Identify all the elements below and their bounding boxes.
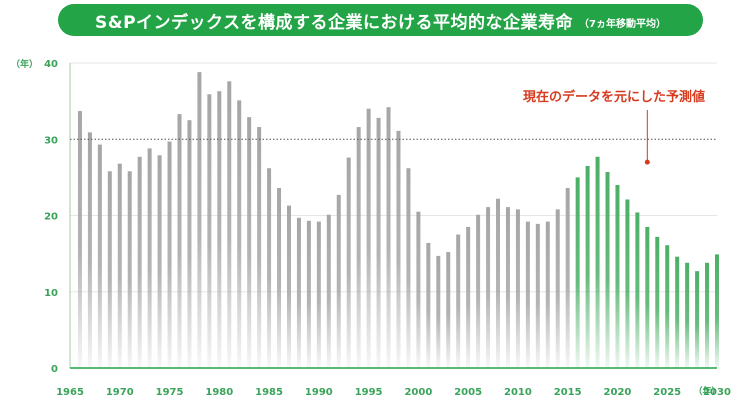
bar [476,214,481,368]
bar [565,188,570,368]
bar [466,226,471,368]
x-tick-label: 1995 [355,387,383,398]
x-tick-label: 2025 [653,387,681,398]
forecast-bar [675,256,680,368]
x-tick-label: 1975 [156,387,184,398]
bar [127,171,132,368]
bar [77,111,82,368]
bar [217,91,222,369]
bar [157,155,162,368]
forecast-bar [665,245,670,368]
y-tick-label: 0 [51,364,58,375]
x-axis-unit: （年） [693,385,720,397]
bar [137,156,142,368]
bar [376,117,381,369]
x-tick-label: 1965 [56,387,84,398]
annotation-dot [644,159,650,165]
x-tick-label: 2000 [404,387,432,398]
forecast-bar [625,199,630,368]
x-tick-label: 2015 [554,387,582,398]
forecast-bar [705,262,710,368]
bar [336,194,341,368]
x-tick-label: 2020 [604,387,632,398]
bar [555,209,560,368]
bar [525,221,530,368]
annotation-label: 現在のデータを元にした予測値 [523,89,705,105]
bar [456,234,461,368]
bar [147,148,152,368]
forecast-bar [595,156,600,368]
bar [446,252,451,368]
bar [296,217,301,368]
bar [326,214,331,368]
chart-subtitle: （7ヵ年移動平均） [579,18,666,30]
y-tick-label: 30 [44,135,58,146]
x-tick-label: 1990 [305,387,333,398]
bar [396,130,401,368]
forecast-bar [715,254,719,368]
bar [515,209,520,368]
forecast-bar [655,236,660,368]
chart-title: S&Pインデックスを構成する企業における平均的な企業寿命 [95,12,574,33]
bar [286,205,291,368]
bar [406,168,411,368]
y-tick-label: 10 [44,288,58,299]
forecast-bar [685,262,690,368]
bar [247,117,252,368]
bar [97,144,102,368]
bar [486,207,491,368]
bar [117,163,122,368]
forecast-bar [635,212,640,368]
bar [316,221,321,368]
bar [426,242,431,368]
bar [545,221,550,368]
bar [227,81,232,369]
x-tick-label: 2005 [454,387,482,398]
bar [167,141,172,368]
bar [505,207,510,368]
bar [306,220,311,368]
bar [267,168,272,368]
forecast-bar [615,185,620,368]
bar [177,114,182,369]
forecast-bar [695,271,700,368]
bar [386,107,391,368]
forecast-bar [575,177,580,368]
bar [87,132,92,368]
x-tick-label: 2010 [504,387,532,398]
bar [107,171,112,368]
forecast-bar [645,226,650,368]
bar [197,72,202,369]
x-tick-label: 1980 [205,387,233,398]
forecast-bar [605,172,610,368]
bar [187,120,192,368]
bar [535,223,540,368]
x-tick-label: 1970 [106,387,134,398]
x-tick-label: 2030 [703,387,731,398]
bar [237,100,242,369]
bar [436,255,441,368]
forecast-bar [585,165,590,368]
bar [346,157,351,368]
y-tick-label: 20 [44,212,58,223]
y-tick-label: 40 [44,59,58,70]
bar [277,188,282,368]
bar [366,108,371,368]
bar [356,127,361,368]
y-axis-unit: （年） [11,58,38,70]
x-tick-label: 1985 [255,387,283,398]
chart-title-banner: S&Pインデックスを構成する企業における平均的な企業寿命 （7ヵ年移動平均） [58,4,703,36]
bar [416,211,421,368]
bar [207,94,212,368]
bar [257,127,262,368]
bar [496,198,501,368]
